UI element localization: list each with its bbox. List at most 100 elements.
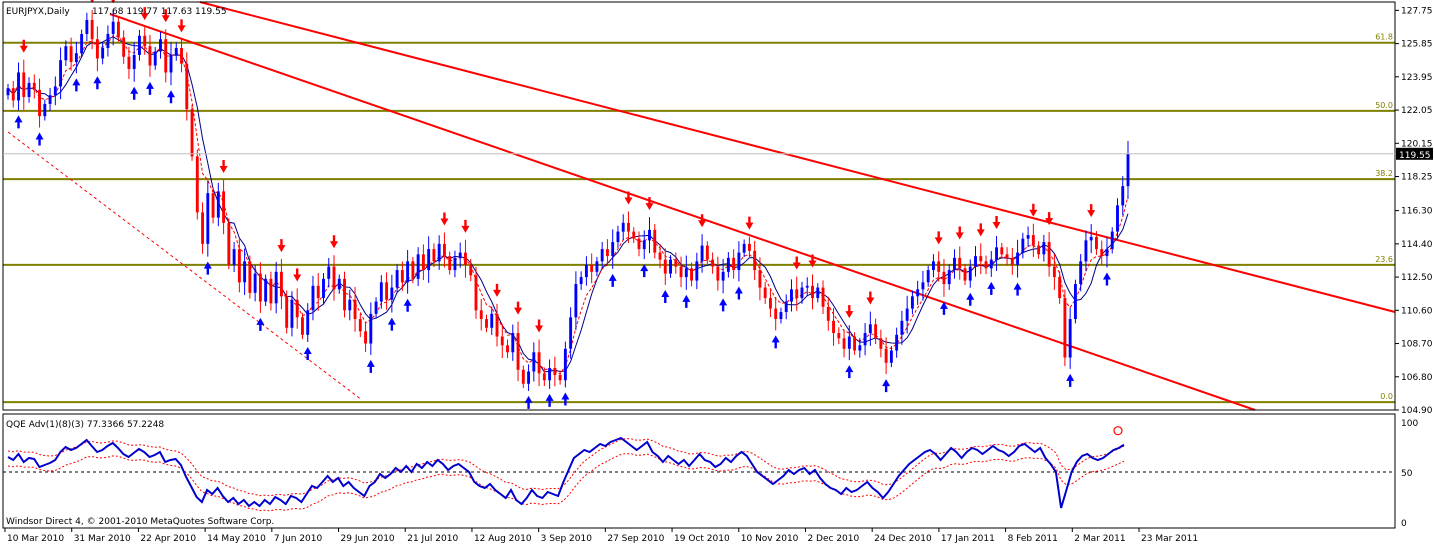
candle-body — [674, 259, 678, 267]
candle-body — [211, 193, 215, 218]
candle-body — [811, 285, 814, 299]
fractal-up-arrow — [256, 317, 265, 331]
candle-body — [421, 254, 425, 271]
time-axis-label: 31 Mar 2010 — [74, 534, 131, 544]
candle-body — [563, 348, 567, 381]
candle-body — [159, 39, 162, 52]
qqe-signal-marker — [1113, 426, 1123, 436]
candle-body — [132, 54, 136, 69]
candle-body — [569, 317, 573, 349]
fractal-up-arrow — [387, 317, 396, 331]
fractal-up-arrow — [608, 273, 617, 287]
fractal-up-arrow — [303, 346, 312, 360]
fractal-down-arrow — [440, 212, 449, 226]
fractal-up-arrow — [72, 78, 81, 92]
time-axis-label: 2 Dec 2010 — [807, 534, 859, 544]
candle-body — [80, 33, 84, 54]
candle-body — [237, 249, 241, 283]
fractal-up-arrow — [719, 298, 728, 312]
candle-body — [32, 82, 36, 90]
time-axis-label: 19 Oct 2010 — [674, 534, 730, 544]
candle-body — [43, 103, 47, 117]
candle-body — [348, 299, 352, 311]
candle-body — [553, 368, 557, 376]
fractal-down-arrow — [934, 231, 943, 245]
fractal-down-arrow — [1029, 203, 1038, 217]
trendline-dashed — [7, 131, 363, 401]
fractal-up-arrow — [987, 281, 996, 295]
fractal-up-arrow — [403, 298, 412, 312]
candle-body — [390, 287, 394, 300]
candle-body — [705, 245, 709, 260]
candle-body — [59, 60, 63, 87]
candle-body — [143, 35, 147, 47]
candle-body — [605, 249, 609, 257]
candle-body — [837, 333, 841, 339]
candle-body — [653, 229, 657, 253]
fractal-down-arrow — [745, 216, 754, 230]
candle-body — [989, 259, 993, 269]
trendline-upper — [199, 1, 1396, 313]
candle-body — [269, 278, 273, 304]
candle-body — [874, 324, 878, 339]
fractal-up-arrow — [845, 365, 854, 379]
candle-body — [926, 270, 930, 283]
candle-body — [832, 320, 835, 334]
candle-body — [795, 289, 799, 299]
candle-body — [74, 53, 78, 62]
candle-body — [116, 21, 120, 38]
fractal-down-arrow — [330, 235, 339, 249]
candle-body — [153, 51, 157, 66]
fractal-up-arrow — [939, 301, 948, 315]
candle-body — [1105, 249, 1109, 257]
fib-level-label: 23.6 — [1375, 255, 1393, 264]
fractal-down-arrow — [1087, 204, 1096, 218]
candle-body — [679, 266, 683, 278]
price-axis-label: 125.85 — [1401, 40, 1433, 50]
time-axis-label: 14 May 2010 — [207, 534, 266, 544]
candle-body — [264, 278, 268, 302]
fractal-down-arrow — [461, 219, 470, 233]
fractal-up-arrow — [167, 90, 176, 104]
candle-body — [122, 37, 126, 57]
candle-body — [316, 285, 320, 299]
candle-body — [1010, 257, 1014, 265]
candle-body — [206, 193, 210, 244]
fractal-down-arrow — [19, 39, 28, 53]
candle-body — [958, 257, 962, 269]
candle-body — [889, 350, 893, 363]
candle-body — [790, 289, 793, 302]
candle-body — [53, 86, 57, 96]
candle-body — [879, 338, 883, 349]
candle-body — [695, 261, 699, 281]
candle-body — [64, 46, 68, 61]
candle-body — [6, 88, 10, 96]
candle-body — [910, 296, 914, 309]
candle-body — [684, 268, 688, 278]
candle-body — [364, 331, 368, 344]
candle-body — [932, 261, 935, 271]
fib-level-label: 61.8 — [1375, 33, 1393, 42]
qqe-panel-frame — [2, 413, 1396, 529]
price-axis-label: 120.15 — [1401, 139, 1433, 149]
candle-body — [595, 261, 599, 272]
candle-body — [542, 373, 546, 381]
candle-body — [558, 375, 562, 381]
candle-body — [895, 334, 899, 351]
last-price-box — [1396, 147, 1433, 160]
candle-body — [968, 266, 972, 281]
candle-body — [826, 306, 830, 321]
candle-body — [905, 308, 909, 321]
fractal-up-arrow — [130, 86, 139, 100]
candle-body — [732, 257, 736, 271]
qqe-main-line — [7, 436, 1125, 509]
candle-body — [516, 333, 520, 370]
fractal-up-arrow — [882, 379, 891, 393]
candle-body — [1047, 242, 1051, 267]
candle-body — [448, 256, 452, 271]
candle-body — [216, 191, 220, 218]
candle-body — [258, 273, 262, 302]
candle-body — [532, 352, 536, 372]
